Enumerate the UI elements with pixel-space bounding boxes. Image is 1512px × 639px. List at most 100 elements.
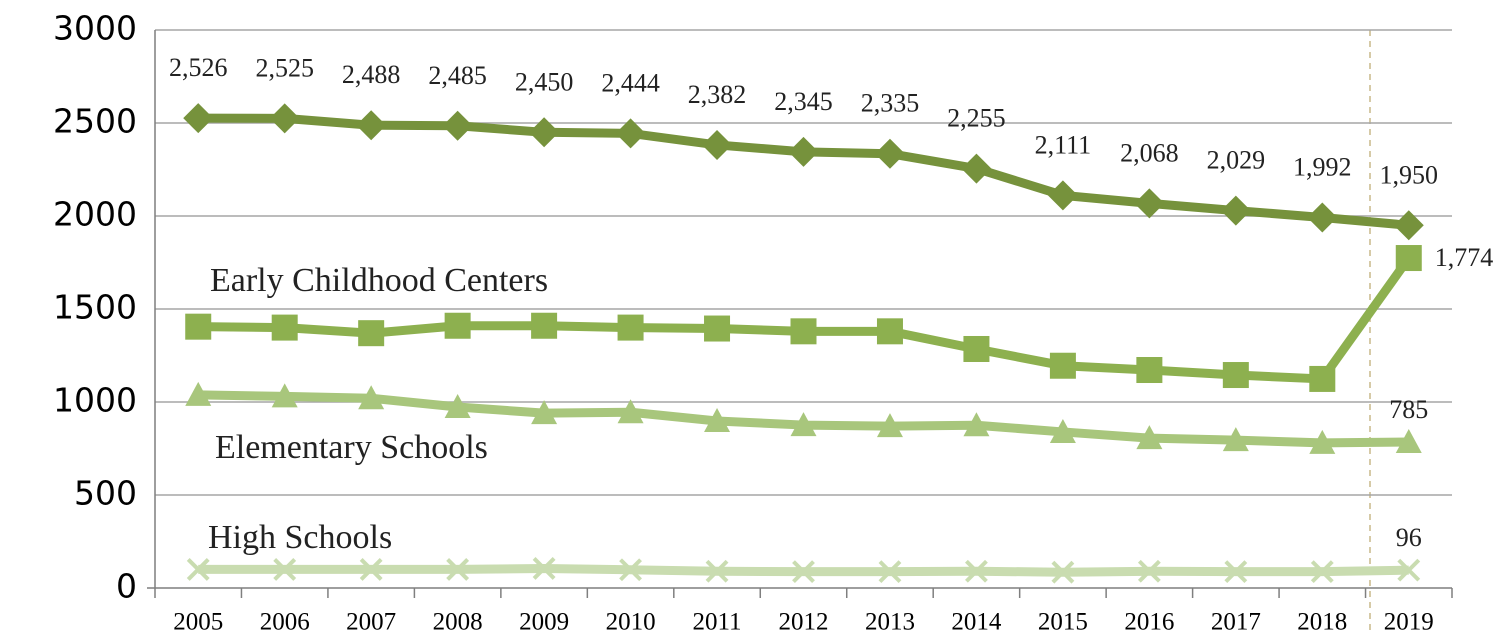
series-name: Elementary Schools [215,429,488,466]
x-tick-label: 2017 [1211,609,1261,636]
marker [531,400,558,425]
data-label: 2,485 [428,61,487,90]
marker [1397,558,1421,582]
marker [1137,559,1161,583]
y-tick-label: 1500 [53,288,137,327]
data-label: 2,111 [1035,130,1092,159]
x-tick-label: 2015 [1038,609,1088,636]
marker [963,335,990,362]
data-label: 1,950 [1380,160,1439,189]
marker [961,153,992,184]
data-label: 96 [1396,523,1422,552]
data-label: 2,450 [515,67,574,96]
marker [619,558,642,582]
marker [790,412,817,437]
marker [359,557,383,581]
marker [704,407,731,432]
marker [185,381,212,406]
y-tick-label: 1000 [53,381,137,420]
marker [529,117,560,148]
data-label: 2,345 [774,87,833,116]
series-name: Early Childhood Centers [210,262,548,299]
marker [1309,365,1336,392]
marker [269,103,300,134]
data-label: 2,068 [1120,138,1179,167]
data-label: 2,526 [169,53,228,82]
marker [1051,560,1075,584]
marker [704,315,731,342]
marker [273,557,297,581]
data-label: 2,525 [255,53,314,82]
marker [1309,429,1336,454]
x-tick-label: 2014 [951,609,1002,636]
marker [1222,362,1249,389]
data-label: 2,335 [861,89,920,118]
marker [876,318,903,345]
x-tick-label: 2016 [1124,609,1174,636]
marker [965,559,988,583]
y-tick-label: 3000 [53,9,137,48]
y-tick-label: 0 [116,567,137,606]
marker [1049,352,1076,379]
marker [1224,560,1248,584]
data-label: 1,774 [1435,243,1494,272]
marker [876,413,903,438]
marker [444,312,471,339]
marker [1134,188,1165,219]
marker [444,394,471,419]
x-tick-label: 2007 [346,609,396,636]
marker [788,136,819,167]
marker [1047,180,1078,211]
marker [617,314,644,341]
marker [878,560,902,584]
x-tick-label: 2011 [692,609,741,636]
data-label: 2,444 [601,68,660,97]
marker [617,399,644,424]
marker [271,314,298,341]
y-tick-label: 500 [74,474,137,513]
marker [615,118,646,149]
y-tick-label: 2000 [53,195,137,234]
marker [442,110,473,141]
marker [1136,357,1163,384]
marker [532,557,556,580]
marker [1310,560,1334,584]
x-tick-label: 2012 [779,609,829,636]
marker [358,320,385,347]
data-label: 2,488 [342,60,401,89]
data-label: 2,029 [1207,146,1266,175]
marker [1136,425,1163,450]
marker [1220,195,1251,226]
series-name: High Schools [208,519,392,556]
marker [1393,210,1424,241]
marker [1049,418,1076,443]
marker [702,129,733,160]
marker [185,313,212,340]
marker [1222,427,1249,452]
x-tick-label: 2006 [260,609,310,636]
x-tick-label: 2005 [173,609,223,636]
x-tick-label: 2018 [1297,609,1347,636]
marker [1395,428,1422,453]
marker [446,557,470,581]
x-tick-label: 2009 [519,609,569,636]
marker [183,103,214,134]
marker [705,559,729,583]
marker [271,383,298,408]
marker [186,557,210,581]
marker [1307,202,1338,233]
y-tick-label: 2500 [53,102,137,141]
marker [356,110,387,141]
data-label: 1,992 [1293,152,1352,181]
x-tick-label: 2010 [606,609,656,636]
x-tick-label: 2019 [1384,609,1434,636]
marker [1395,245,1422,272]
x-tick-label: 2013 [865,609,915,636]
data-label: 2,382 [688,80,747,109]
marker [963,412,990,437]
x-tick-label: 2008 [433,609,483,636]
marker [790,318,817,345]
data-label: 2,255 [947,104,1006,133]
